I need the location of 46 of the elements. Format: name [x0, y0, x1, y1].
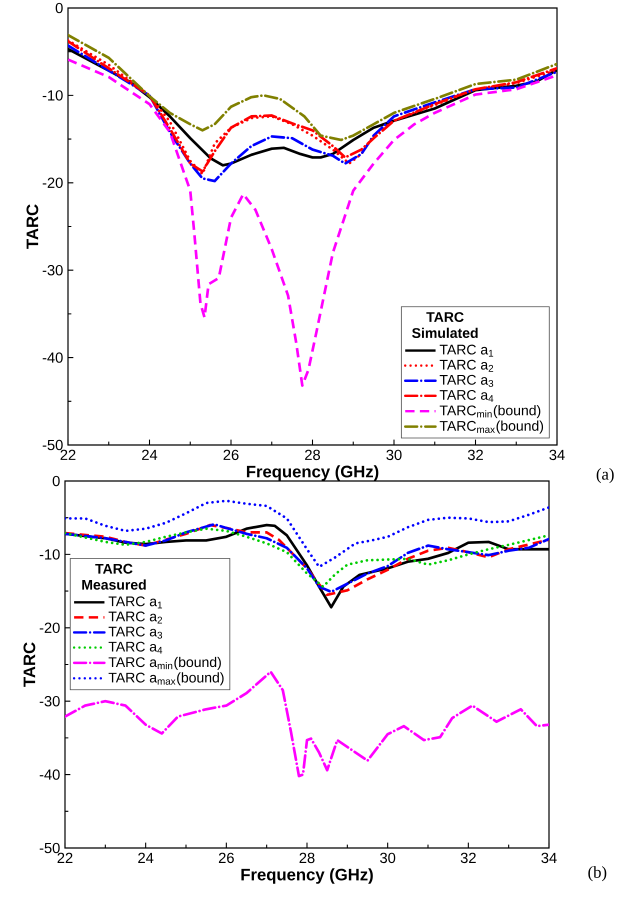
y-tick-label: -20 — [42, 178, 63, 188]
y-tick-label: -30 — [40, 696, 60, 706]
x-axis-title: Frequency (GHz) — [241, 868, 373, 884]
legend-label: TARC a$_{max}$(bound) — [108, 672, 224, 686]
y-tick-label: 0 — [56, 2, 63, 14]
y-axis-title: TARC — [23, 642, 36, 687]
x-tick-label: 24 — [142, 450, 158, 460]
legend-label: TARC a$_{3}$ — [440, 374, 494, 387]
x-axis-title: Frequency (GHz) — [246, 465, 378, 481]
x-tick-label: 34 — [541, 852, 557, 864]
text: (a) — [596, 468, 614, 484]
x-tick-label: 32 — [460, 852, 476, 864]
x-tick-label: 30 — [386, 450, 402, 460]
legend-title: TARC Simulated — [412, 312, 478, 338]
x-tick-label: 22 — [58, 852, 72, 863]
y-tick-label: -10 — [40, 549, 60, 560]
legend-label: TARC a$_{min}$(bound) — [108, 656, 221, 670]
legend-label: TARC$_{min}$(bound) — [440, 405, 540, 418]
legend-label: TARC a$_{4}$ — [440, 390, 494, 402]
legend-title: TARC Measured — [82, 564, 146, 590]
y-tick-label: -10 — [42, 90, 63, 101]
x-tick-label: 34 — [549, 450, 565, 460]
text: (b) — [588, 866, 606, 882]
y-axis-title: TARC — [26, 204, 38, 249]
legend-label: TARC a$_{2}$ — [440, 360, 494, 372]
y-tick-label: -40 — [42, 352, 63, 363]
x-tick-label: 26 — [224, 450, 239, 460]
y-tick-label: 0 — [52, 476, 60, 486]
x-tick-label: 26 — [218, 852, 234, 864]
x-tick-label: 24 — [138, 852, 154, 863]
x-tick-label: 28 — [305, 450, 320, 460]
legend-label: TARC$_{max}$(bound) — [440, 420, 544, 434]
legend-label: TARC a$_{1}$ — [440, 344, 494, 357]
legend-label: TARC a$_{1}$ — [108, 596, 162, 608]
y-tick-label: -50 — [42, 440, 63, 450]
x-tick-label: 22 — [60, 450, 76, 460]
y-tick-label: -20 — [40, 622, 60, 633]
x-tick-label: 30 — [380, 852, 396, 864]
legend-label: TARC a$_{2}$ — [108, 611, 162, 624]
x-tick-label: 28 — [300, 852, 315, 864]
x-tick-label: 32 — [468, 450, 483, 460]
y-tick-label: -50 — [40, 842, 60, 854]
legend-label: TARC a$_{4}$ — [108, 642, 162, 654]
y-tick-label: -40 — [40, 769, 60, 780]
legend-label: TARC a$_{3}$ — [108, 626, 162, 639]
y-tick-label: -30 — [42, 265, 63, 276]
